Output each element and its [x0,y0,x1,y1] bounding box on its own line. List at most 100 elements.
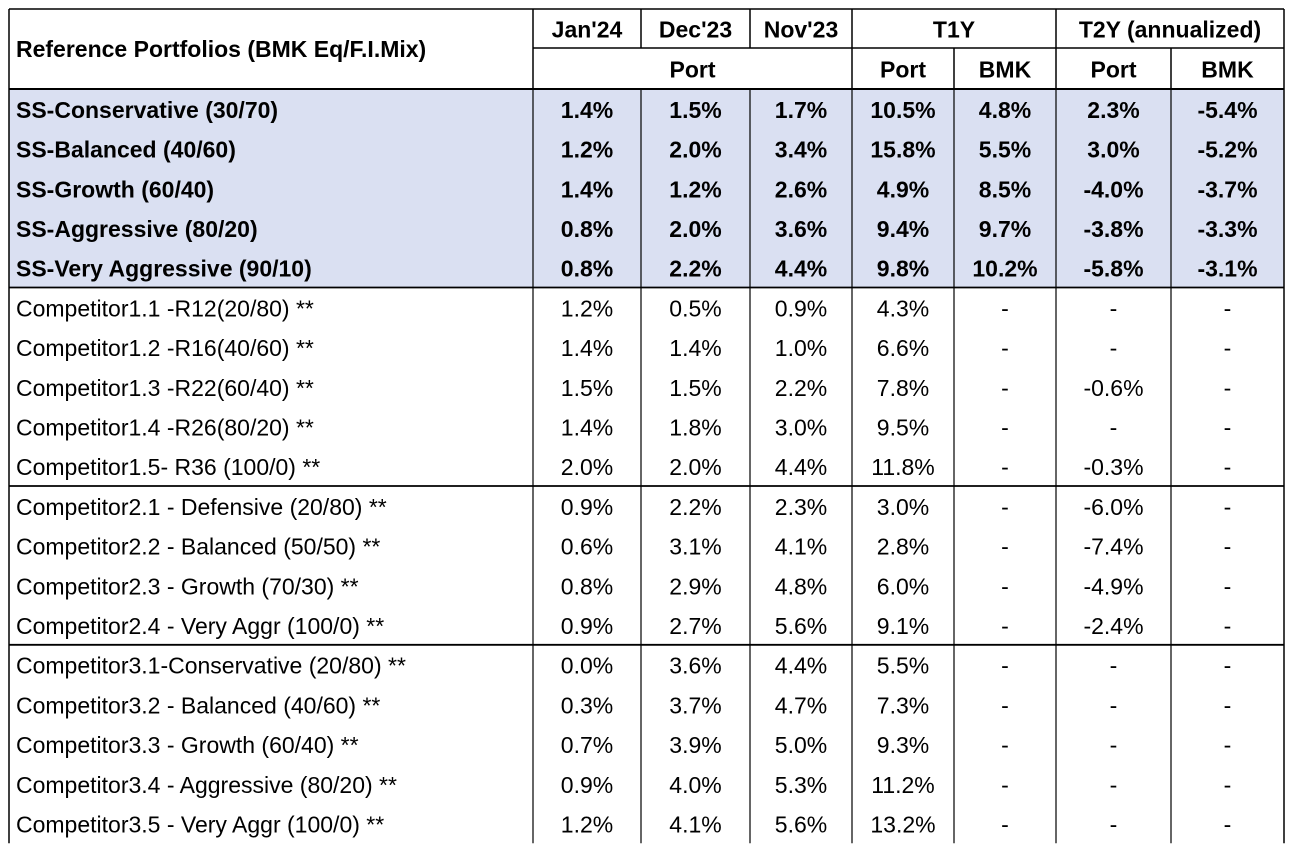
table-cell: 4.0% [669,772,721,798]
table-cell: 6.6% [877,335,929,361]
table-cell: 5.6% [775,613,827,639]
row-label: SS-Conservative (30/70) [16,97,278,123]
table-cell: - [1001,454,1009,480]
table-cell: 10.2% [972,256,1037,282]
table-cell: - [1001,653,1009,679]
table-cell: 2.3% [1087,97,1139,123]
table-cell: 0.9% [561,494,613,520]
table-cell: 1.4% [669,335,721,361]
table-cell: - [1110,811,1118,837]
row-label: Competitor1.5- R36 (100/0) ** [16,454,320,480]
table-cell: - [1224,653,1232,679]
table-cell: 3.9% [669,732,721,758]
table-cell: 0.8% [561,216,613,242]
table-cell: 1.7% [775,97,827,123]
table-cell: 8.5% [979,176,1031,202]
table-cell: 3.0% [877,494,929,520]
table-cell: 3.6% [669,653,721,679]
table-cell: 15.8% [870,137,935,163]
table-cell: 5.5% [979,137,1031,163]
table-cell: -4.9% [1083,573,1143,599]
table-cell: 0.9% [561,772,613,798]
table-cell: 3.0% [775,414,827,440]
table-cell: 10.5% [870,97,935,123]
table-cell: - [1001,534,1009,560]
table-cell: - [1001,772,1009,798]
row-label: SS-Growth (60/40) [16,176,214,202]
table-cell: - [1224,375,1232,401]
table-cell: - [1224,295,1232,321]
table-cell: 9.8% [877,256,929,282]
table-cell: 3.7% [669,692,721,718]
column-header-top: Dec'23 [659,17,732,43]
table-cell: - [1001,295,1009,321]
row-label: Competitor3.2 - Balanced (40/60) ** [16,692,380,718]
table-cell: -7.4% [1083,534,1143,560]
table-cell: 7.3% [877,692,929,718]
row-label: Competitor3.3 - Growth (60/40) ** [16,732,359,758]
table-cell: - [1001,375,1009,401]
row-label: SS-Aggressive (80/20) [16,216,258,242]
table-cell: 2.0% [669,454,721,480]
table-cell: 0.7% [561,732,613,758]
table-cell: 4.8% [775,573,827,599]
table-cell: 0.9% [561,613,613,639]
column-header-sub: Port [880,57,926,83]
table-cell: 6.0% [877,573,929,599]
table-cell: 2.0% [669,137,721,163]
table-cell: - [1224,573,1232,599]
table-cell: 0.8% [561,573,613,599]
table-cell: - [1110,335,1118,361]
table-cell: - [1110,295,1118,321]
table-cell: - [1001,573,1009,599]
table-cell: 2.8% [877,534,929,560]
table-cell: - [1224,772,1232,798]
table-cell: - [1224,811,1232,837]
column-header-sub: BMK [1201,57,1254,83]
table-cell: -2.4% [1083,613,1143,639]
row-label: Competitor2.3 - Growth (70/30) ** [16,573,359,599]
row-label: Competitor1.4 -R26(80/20) ** [16,414,314,440]
table-cell: 1.8% [669,414,721,440]
row-label: Competitor3.5 - Very Aggr (100/0) ** [16,811,384,837]
table-cell: 3.4% [775,137,827,163]
column-header-sub: BMK [979,57,1032,83]
table-cell: 3.6% [775,216,827,242]
table-cell: - [1001,414,1009,440]
table-cell: 2.9% [669,573,721,599]
table-cell: -3.3% [1197,216,1257,242]
row-label: Competitor1.1 -R12(20/80) ** [16,295,314,321]
column-header-top: Nov'23 [764,17,839,43]
table-cell: 1.2% [561,137,613,163]
table-cell: - [1110,772,1118,798]
row-label: SS-Balanced (40/60) [16,137,236,163]
table-cell: 9.7% [979,216,1031,242]
table-cell: 4.8% [979,97,1031,123]
table-cell: 5.5% [877,653,929,679]
table-cell: - [1110,732,1118,758]
table-cell: 4.7% [775,692,827,718]
table-cell: - [1110,692,1118,718]
table-cell: 0.3% [561,692,613,718]
table-cell: 0.9% [775,295,827,321]
table-cell: 9.1% [877,613,929,639]
column-header-sub: Port [670,57,716,83]
table-cell: 1.5% [669,375,721,401]
table-cell: 1.5% [561,375,613,401]
column-header-sub: Port [1091,57,1137,83]
table-cell: 11.8% [871,454,935,480]
table-cell: - [1001,613,1009,639]
column-header-top: Jan'24 [552,17,623,43]
table-cell: 1.4% [561,414,613,440]
row-label: Competitor1.3 -R22(60/40) ** [16,375,314,401]
table-cell: -3.1% [1197,256,1257,282]
row-label: Competitor2.4 - Very Aggr (100/0) ** [16,613,384,639]
table-cell: 1.4% [561,335,613,361]
table-cell: -3.8% [1083,216,1143,242]
table-cell: - [1224,494,1232,520]
table-cell: - [1110,653,1118,679]
table-cell: 9.4% [877,216,929,242]
table-cell: - [1001,335,1009,361]
table-cell: -0.6% [1083,375,1143,401]
